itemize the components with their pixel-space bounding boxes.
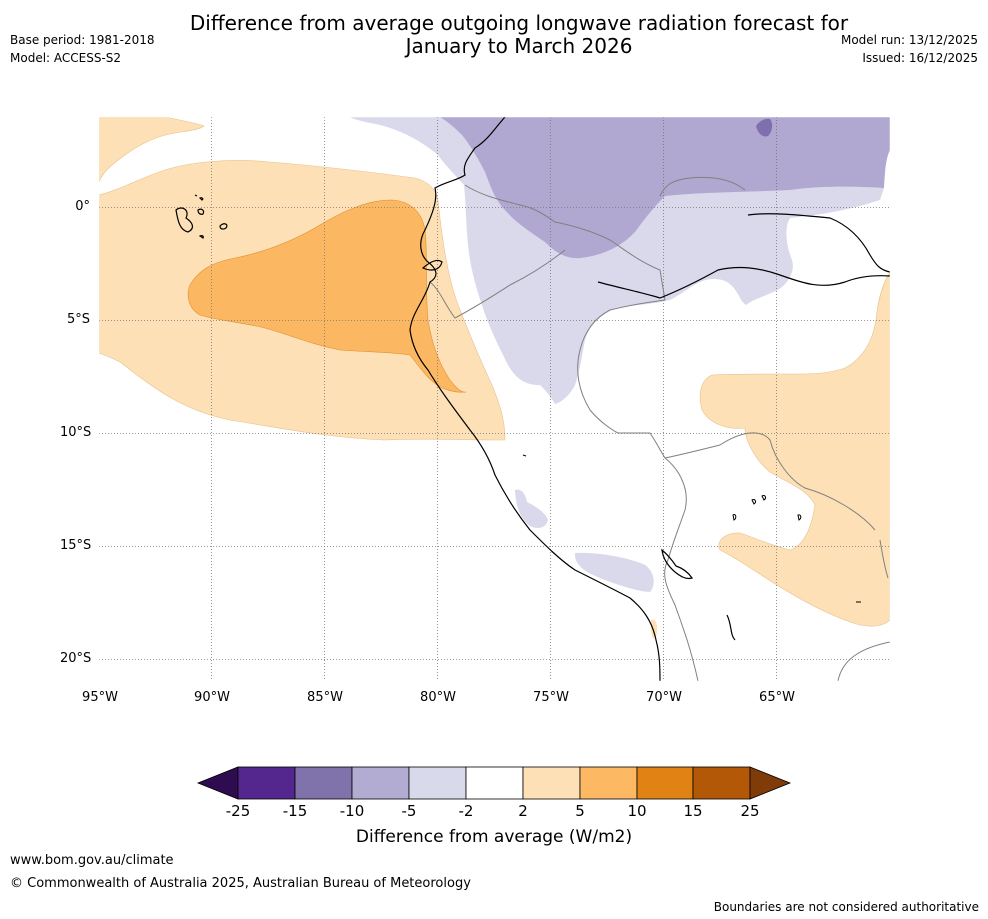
colorbar-swatch	[408, 766, 467, 800]
colorbar-swatch	[579, 766, 638, 800]
website-link[interactable]: www.bom.gov.au/climate	[10, 853, 174, 868]
chart-title: Difference from average outgoing longwav…	[0, 12, 988, 58]
colorbar-swatch	[692, 766, 751, 800]
lat-label-20s: 20°S	[60, 651, 92, 666]
lon-label-80w: 80°W	[420, 690, 456, 705]
map-frame	[98, 116, 891, 682]
map-plot-area	[99, 117, 890, 681]
base-period-text: Base period: 1981-2018	[10, 33, 155, 47]
colorbar-extend-high	[749, 766, 792, 800]
colorbar-swatch	[294, 766, 353, 800]
colorbar-swatch	[237, 766, 296, 800]
lon-label-70w: 70°W	[646, 690, 682, 705]
colorbar-label: 2	[518, 802, 528, 820]
title-line-2: January to March 2026	[405, 34, 633, 58]
lon-label-95w: 95°W	[82, 690, 118, 705]
lat-label-0: 0°	[75, 199, 90, 214]
colorbar-label: 15	[683, 802, 703, 820]
colorbar-label: 25	[740, 802, 760, 820]
lon-label-85w: 85°W	[307, 690, 343, 705]
colorbar-label: -10	[339, 802, 365, 820]
colorbar	[196, 766, 792, 800]
model-text: Model: ACCESS-S2	[10, 51, 122, 65]
disclaimer-text: Boundaries are not considered authoritat…	[713, 900, 979, 914]
anomaly-weak-positive-northwest	[99, 117, 205, 183]
issued-text: Issued: 16/12/2025	[862, 51, 978, 65]
anomaly-weak-negative-patch-coast	[515, 489, 548, 528]
colorbar-label: 5	[575, 802, 585, 820]
anomaly-weak-negative-patch-south	[574, 552, 654, 592]
lon-label-75w: 75°W	[533, 690, 569, 705]
colorbar-swatch	[522, 766, 581, 800]
anomaly-moderate-positive	[187, 199, 467, 393]
anomaly-weak-positive-east	[699, 271, 890, 627]
inland-lakes	[522, 454, 861, 603]
lon-label-90w: 90°W	[194, 690, 230, 705]
coastlines	[409, 117, 890, 681]
title-line-1: Difference from average outgoing longwav…	[189, 11, 849, 35]
colorbar-title: Difference from average (W/m2)	[355, 827, 633, 847]
colorbar-label: -15	[282, 802, 308, 820]
lon-label-65w: 65°W	[759, 690, 795, 705]
anomaly-weak-positive-coast	[651, 619, 658, 639]
country-borders	[429, 176, 890, 681]
colorbar-label: -25	[225, 802, 251, 820]
colorbar-swatch	[351, 766, 410, 800]
colorbar-label: 10	[627, 802, 647, 820]
anomaly-strong-negative	[756, 118, 773, 137]
gridlines	[99, 117, 890, 681]
galapagos-islands	[175, 194, 228, 239]
model-run-text: Model run: 13/12/2025	[840, 33, 978, 47]
lat-label-5s: 5°S	[66, 312, 90, 327]
lat-label-10s: 10°S	[60, 425, 92, 440]
colorbar-label: -2	[458, 802, 474, 820]
colorbar-swatch	[636, 766, 694, 800]
colorbar-swatch	[465, 766, 524, 800]
colorbar-label: -5	[401, 802, 417, 820]
copyright-text: © Commonwealth of Australia 2025, Austra…	[10, 876, 471, 891]
colorbar-extend-low	[196, 766, 239, 800]
lat-label-15s: 15°S	[60, 538, 92, 553]
